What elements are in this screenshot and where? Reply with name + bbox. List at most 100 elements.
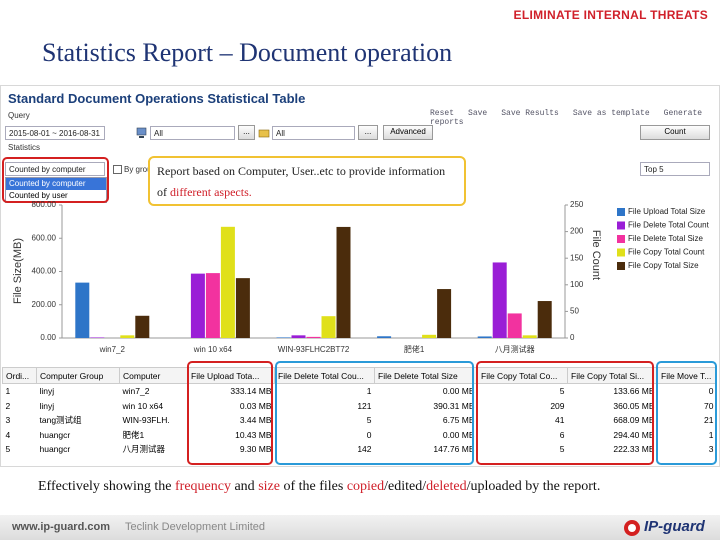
legend-label: File Delete Total Count xyxy=(628,221,710,230)
filter-select[interactable]: All xyxy=(150,126,235,140)
table-cell: 121 xyxy=(357,400,372,411)
column-header[interactable]: File Copy Total Co... xyxy=(477,367,568,384)
column-header[interactable]: File Delete Total Size xyxy=(374,367,478,384)
by-group-checkbox[interactable]: By group xyxy=(113,165,156,175)
app-title: Standard Document Operations Statistical… xyxy=(8,91,306,106)
bar xyxy=(276,337,291,338)
option[interactable]: Counted by user xyxy=(9,191,68,200)
y2-tick-label: 200 xyxy=(570,227,584,236)
y2-tick-label: 250 xyxy=(570,200,584,209)
bar xyxy=(235,278,250,338)
column-header[interactable]: Computer Group xyxy=(36,367,120,384)
checkbox[interactable] xyxy=(113,165,122,175)
legend-label: File Upload Total Size xyxy=(628,207,706,216)
advanced-button[interactable]: Advanced xyxy=(383,125,433,140)
bar xyxy=(220,226,235,338)
icon-shape xyxy=(139,136,144,138)
action-link[interactable]: Save xyxy=(468,109,488,118)
count-by-select[interactable]: Counted by computer xyxy=(5,162,105,176)
table-cell: WIN-93FLH. xyxy=(122,415,170,426)
count-button[interactable]: Count xyxy=(640,125,710,140)
highlight-frame xyxy=(2,157,109,203)
table-cell: 0.00 MB xyxy=(442,386,475,397)
bar xyxy=(422,334,437,338)
bar xyxy=(336,226,351,338)
table-row[interactable]: 2 linyj win 10 x64 0.03 MB 121 390.31 MB 209 36… xyxy=(3,399,717,414)
table-cell: linyj xyxy=(39,386,55,397)
summary-text: deleted xyxy=(426,479,467,494)
y-tick-label: 200.00 xyxy=(32,300,57,309)
icon-shape xyxy=(258,129,270,138)
table-row[interactable]: 1 linyj win7_2 333.14 MB 1 0.00 MB 5 133.66 MB 0 xyxy=(3,384,717,399)
summary-text: of the files xyxy=(279,479,347,494)
filter-select[interactable]: All xyxy=(272,126,355,140)
table-cell: 5 xyxy=(559,444,565,455)
table-cell: 294.40 MB xyxy=(613,429,655,440)
bar xyxy=(321,316,336,338)
x-tick-label: win 10 x64 xyxy=(193,345,233,354)
bar xyxy=(291,335,306,338)
table-cell: win 10 x64 xyxy=(122,400,164,411)
action-link[interactable]: Save Results xyxy=(501,109,559,118)
browse-button[interactable]: ... xyxy=(238,125,255,140)
table-cell: 70 xyxy=(704,400,714,411)
bar xyxy=(205,273,220,338)
table-cell: 6 xyxy=(559,429,565,440)
brand: ELIMINATE INTERNAL THREATS xyxy=(513,8,708,22)
bar xyxy=(306,336,321,338)
table-body: 1 linyj win7_2 333.14 MB 1 0.00 MB 5 133.66 MB 0… xyxy=(3,384,717,457)
table-cell: win7_2 xyxy=(122,386,150,397)
callout: Report based on Computer, User..etc to p… xyxy=(148,156,466,206)
column-header[interactable]: File Copy Total Si... xyxy=(567,367,658,384)
table-row[interactable]: 3 tang测试组 WIN-93FLH. 3.44 MB 5 6.75 MB 41 668.0… xyxy=(3,413,717,428)
action-bar: Reset Save Save Results Save as template Gen… xyxy=(430,109,720,127)
top-select[interactable]: Top 5 xyxy=(640,162,710,176)
logo: IP-guard xyxy=(644,518,705,535)
table-cell: 6.75 MB xyxy=(442,415,475,426)
table-cell: 0.03 MB xyxy=(239,400,272,411)
table-cell: 333.14 MB xyxy=(230,386,272,397)
action-link[interactable]: Save as template xyxy=(572,109,650,118)
bar xyxy=(90,337,105,338)
table-cell: 222.33 MB xyxy=(613,444,655,455)
folder-icon xyxy=(258,129,270,138)
table-cell: 3 xyxy=(5,415,11,426)
statistics-label: Statistics xyxy=(8,143,41,152)
y-tick-label: 600.00 xyxy=(32,233,57,242)
bar xyxy=(190,273,205,338)
screenshot xyxy=(0,85,720,467)
date-range[interactable]: 2015-08-01 ~ 2016-08-31 xyxy=(5,126,105,140)
column-header[interactable]: Computer xyxy=(119,367,188,384)
table-cell: 10.43 MB xyxy=(235,429,272,440)
column-header[interactable]: File Delete Total Cou... xyxy=(274,367,375,384)
table-cell: 0.00 MB xyxy=(442,429,475,440)
highlight-frame xyxy=(656,361,717,465)
column-header[interactable]: Ordi... xyxy=(2,367,37,384)
legend-swatch xyxy=(617,262,625,270)
table-head: Ordi... Computer Group Computer File Upload… xyxy=(2,367,717,384)
summary-text: copied xyxy=(346,479,385,494)
callout-highlight: different aspects. xyxy=(170,185,252,199)
footer-bar: www.ip-guard.com Teclink Development Lim… xyxy=(0,515,720,540)
table-cell: 肥佬1 xyxy=(122,429,145,440)
table-cell: 5 xyxy=(559,386,565,397)
y2-axis-label: File Count xyxy=(590,230,602,280)
table-cell: 1 xyxy=(5,386,11,397)
column-header[interactable]: File Move T... xyxy=(657,367,717,384)
y2-tick-label: 150 xyxy=(570,253,584,262)
action-link[interactable]: Reset xyxy=(430,109,455,118)
table-cell: 0 xyxy=(366,429,372,440)
bar xyxy=(537,301,552,338)
table-row[interactable]: 5 huangcr 八月测试器 9.30 MB 142 147.76 MB 5 222.33 … xyxy=(3,442,717,457)
table-row[interactable]: 4 huangcr 肥佬1 10.43 MB 0 0.00 MB 6 294.40 MB 1 xyxy=(3,428,717,443)
bar xyxy=(492,262,507,338)
option[interactable]: Counted by computer xyxy=(6,178,106,190)
legend-swatch xyxy=(617,248,625,257)
bar xyxy=(507,313,522,338)
legend-label: File Delete Total Size xyxy=(628,234,704,243)
action-link[interactable]: Generate reports xyxy=(430,109,703,127)
column-header[interactable]: File Upload Tota... xyxy=(187,367,275,384)
browse-button[interactable]: ... xyxy=(358,125,378,140)
summary: Effectively showing the frequency and si… xyxy=(38,477,678,497)
